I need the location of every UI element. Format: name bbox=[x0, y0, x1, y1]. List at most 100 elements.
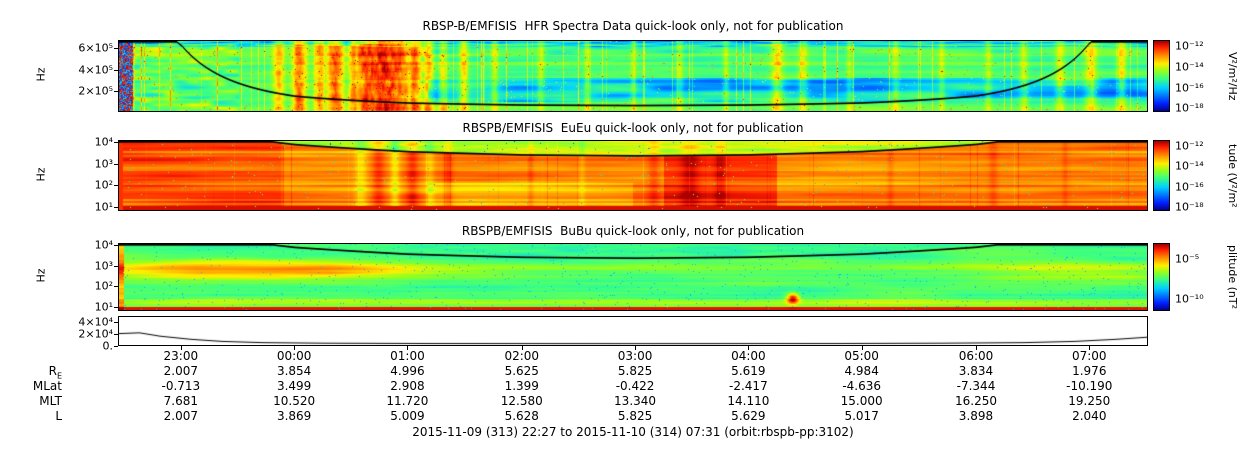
table-cell: 3.854 bbox=[276, 364, 312, 378]
panel2-ytick-label: 10³ bbox=[94, 157, 113, 171]
panel4-ytick-label: 4×10⁴ bbox=[78, 315, 113, 329]
panel3-colorbar-unit-label: plitude (nT² bbox=[1226, 244, 1239, 310]
table-cell: -2.417 bbox=[729, 379, 768, 393]
panel1-ytick-label: 6×10⁵ bbox=[78, 41, 113, 55]
panel2-colorbar-unit-label: tude (V²/m² bbox=[1226, 143, 1239, 208]
panel3-spectrogram-plot bbox=[118, 243, 1148, 311]
table-cell: 10.520 bbox=[273, 394, 316, 408]
panel1-ytick-label: 4×10⁵ bbox=[78, 63, 113, 77]
table-row-label: MLat bbox=[32, 379, 62, 393]
panel1-colorbar-tick-label: 10⁻¹⁶ bbox=[1175, 81, 1204, 95]
panel1-ytick-label: 2×10⁵ bbox=[78, 84, 113, 98]
table-cell: 7.681 bbox=[163, 394, 199, 408]
time-tick-mark bbox=[407, 346, 409, 350]
panel1-ytick-mark bbox=[114, 48, 118, 50]
table-cell: -7.344 bbox=[956, 379, 996, 393]
time-tick-label: 07:00 bbox=[1071, 349, 1107, 363]
table-cell: 2.040 bbox=[1072, 409, 1107, 423]
panel3-title: RBSPB/EMFISIS BuBu quick-look only, not … bbox=[461, 224, 805, 238]
panel2-ytick-mark bbox=[114, 142, 118, 144]
table-cell: 13.340 bbox=[614, 394, 657, 408]
panel2-colorbar-tick-label: 10⁻¹⁸ bbox=[1175, 200, 1204, 214]
table-cell: 2.007 bbox=[163, 409, 199, 423]
panel4-line-canvas bbox=[119, 317, 1147, 345]
time-tick-label: 00:00 bbox=[276, 349, 312, 363]
table-cell: 5.825 bbox=[617, 364, 653, 378]
table-row-label: MLT bbox=[39, 394, 62, 408]
panel3-ytick-mark bbox=[114, 265, 118, 267]
panel4-ytick-label: 0. bbox=[102, 339, 114, 353]
table-cell: 5.628 bbox=[504, 409, 539, 423]
table-cell: 4.996 bbox=[390, 364, 425, 378]
panel3-colorbar bbox=[1153, 243, 1170, 311]
panel2-heatmap-canvas bbox=[119, 141, 1147, 210]
time-tick-mark bbox=[294, 346, 296, 350]
panel2-spectrogram-plot bbox=[118, 140, 1148, 211]
table-cell: 2.908 bbox=[390, 379, 425, 393]
panel2-ytick-label: 10² bbox=[94, 178, 113, 192]
time-tick-label: 02:00 bbox=[504, 349, 540, 363]
time-tick-mark bbox=[748, 346, 750, 350]
panel1-spectrogram-plot bbox=[118, 40, 1148, 112]
panel2-ytick-label: 10¹ bbox=[94, 200, 113, 214]
panel4-line-plot bbox=[118, 316, 1148, 346]
table-cell: 3.898 bbox=[958, 409, 994, 423]
table-cell: -4.636 bbox=[842, 379, 881, 393]
time-tick-label: 05:00 bbox=[844, 349, 879, 363]
panel2-ytick-mark bbox=[114, 206, 118, 208]
table-row-label-sub: E bbox=[56, 371, 62, 381]
time-tick-label: 01:00 bbox=[390, 349, 425, 363]
table-cell: 14.110 bbox=[727, 394, 770, 408]
table-cell: 1.399 bbox=[504, 379, 539, 393]
table-cell: 15.000 bbox=[840, 394, 883, 408]
table-cell: 5.619 bbox=[731, 364, 766, 378]
panel4-ytick-mark bbox=[114, 322, 118, 323]
time-tick-mark bbox=[861, 346, 863, 350]
time-tick-label: 06:00 bbox=[958, 349, 994, 363]
figure-caption: 2015-11-09 (313) 22:27 to 2015-11-10 (31… bbox=[412, 425, 854, 439]
table-cell: 19.250 bbox=[1068, 394, 1111, 408]
table-cell: -0.713 bbox=[161, 379, 201, 393]
table-cell: 3.834 bbox=[958, 364, 994, 378]
table-row-label: RE bbox=[48, 364, 62, 381]
table-cell: 5.629 bbox=[731, 409, 766, 423]
panel1-colorbar bbox=[1153, 40, 1170, 112]
table-cell: 12.580 bbox=[500, 394, 543, 408]
panel3-ytick-label: 10³ bbox=[94, 259, 113, 273]
panel3-ytick-label: 10¹ bbox=[94, 300, 113, 314]
panel2-ytick-label: 10⁴ bbox=[94, 135, 113, 149]
panel4-ytick-mark bbox=[114, 334, 118, 335]
time-tick-mark bbox=[1089, 346, 1091, 350]
panel1-colorbar-canvas bbox=[1154, 41, 1169, 111]
panel2-title: RBSPB/EMFISIS EuEu quick-look only, not … bbox=[462, 121, 804, 135]
time-tick-mark bbox=[975, 346, 977, 350]
table-cell: 2.007 bbox=[163, 364, 199, 378]
table-cell: 3.499 bbox=[276, 379, 312, 393]
panel2-colorbar-tick-label: 10⁻¹⁴ bbox=[1175, 159, 1204, 173]
panel3-ytick-mark bbox=[114, 306, 118, 308]
time-tick-mark bbox=[180, 346, 182, 350]
panel2-ytick-mark bbox=[114, 163, 118, 165]
table-cell: 5.009 bbox=[390, 409, 425, 423]
panel3-colorbar-canvas bbox=[1154, 244, 1169, 310]
panel1-ytick-mark bbox=[114, 90, 118, 92]
panel4-ytick-mark bbox=[114, 346, 118, 347]
panel1-colorbar-tick-label: 10⁻¹⁴ bbox=[1175, 60, 1204, 74]
time-tick-mark bbox=[635, 346, 637, 350]
table-cell: -0.422 bbox=[615, 379, 655, 393]
table-cell: 5.825 bbox=[617, 409, 653, 423]
table-cell: -10.190 bbox=[1066, 379, 1113, 393]
panel1-colorbar-tick-label: 10⁻¹² bbox=[1175, 39, 1204, 53]
panel1-colorbar-unit-label: V²/m²/Hz bbox=[1226, 51, 1239, 101]
panel2-ytick-mark bbox=[114, 185, 118, 187]
table-row-label: L bbox=[55, 409, 62, 423]
panel3-heatmap-canvas bbox=[119, 244, 1147, 310]
panel3-ytick-label: 10² bbox=[94, 279, 113, 293]
panel3-colorbar-tick-label: 10⁻⁵ bbox=[1175, 252, 1200, 266]
panel1-heatmap-canvas bbox=[119, 41, 1147, 111]
panel2-colorbar-canvas bbox=[1154, 141, 1169, 210]
panel1-title: RBSP-B/EMFISIS HFR Spectra Data quick-lo… bbox=[422, 19, 844, 33]
panel3-ytick-mark bbox=[114, 286, 118, 288]
table-cell: 5.017 bbox=[844, 409, 879, 423]
